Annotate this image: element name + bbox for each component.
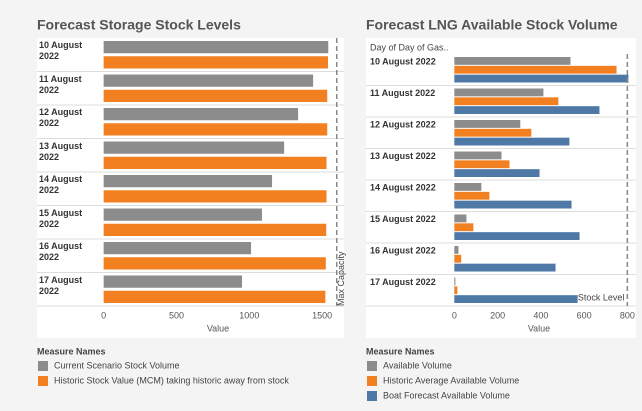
bar [454,295,578,303]
legend-title: Measure Names [37,346,106,356]
x-tick-label: 1000 [239,310,259,320]
bar [103,123,328,136]
panel [37,38,344,338]
bar [103,89,328,102]
row-label: 15 August 2022 [39,207,83,229]
bar [103,290,326,303]
row-label-box: 13 August 2022 [39,140,83,162]
bar [103,141,285,154]
row-label: 17 August 2022 [370,277,436,287]
row-label: 10 August 2022 [39,40,83,61]
bar [103,208,262,221]
row-label-box: 17 August 2022 [39,274,83,296]
bar [454,191,490,200]
bar [454,128,532,137]
row-label-box: 12 August 2022 [39,107,83,128]
legend-swatch [367,376,377,386]
legend-label: Current Scenario Stock Volume [54,360,180,370]
chart-title: Forecast LNG Available Stock Volume [366,17,618,33]
row-label-box: 10 August 2022 [39,40,83,61]
legend-label: Historic Stock Value (MCM) taking histor… [54,375,289,385]
row-label: 13 August 2022 [39,140,83,162]
row-label: 15 August 2022 [370,214,436,224]
row-label-box: 16 August 2022 [39,241,83,262]
bar [454,214,467,223]
bar [454,183,482,191]
x-axis-label: Value [528,323,550,333]
row-label: 10 August 2022 [370,56,436,66]
reference-label: Stock Level [578,292,625,302]
bar [103,175,273,188]
row-label: 11 August 2022 [39,73,82,95]
row-label: 12 August 2022 [370,119,436,129]
row-label: 17 August 2022 [39,274,83,296]
bar [103,74,314,87]
legend-swatch [38,361,48,371]
bar [103,257,326,270]
row-label: 16 August 2022 [370,245,436,255]
bar [103,242,252,255]
legend-title: Measure Names [366,346,435,356]
x-axis-label: Value [207,323,229,333]
bar [454,286,458,295]
row-label-box: 11 August 2022 [39,73,82,95]
legend-swatch [38,376,48,386]
x-tick-label: 0 [101,310,106,320]
x-tick-label: 500 [169,310,184,320]
bar [454,263,556,272]
bar [454,57,571,65]
row-label: 16 August 2022 [39,241,83,262]
bar [454,169,540,177]
x-tick-label: 200 [490,310,505,320]
bar [103,56,328,69]
chart-title: Forecast Storage Stock Levels [37,17,241,33]
bar [454,106,600,114]
row-label-box: 15 August 2022 [39,207,83,229]
bar [454,120,521,128]
row-label: 12 August 2022 [39,107,83,128]
bar [103,41,329,54]
legend-label: Boat Forecast Available Volume [383,390,510,400]
bar [454,74,629,83]
row-label: 14 August 2022 [39,174,83,195]
x-tick-label: 600 [577,310,592,320]
legend-swatch [367,391,377,401]
x-tick-label: 400 [533,310,548,320]
bar [103,108,299,121]
bar [103,156,327,169]
x-tick-label: 1500 [312,310,332,320]
bar [454,200,572,209]
bar [454,254,462,263]
bar [103,223,327,236]
bar [454,151,502,160]
bar [454,65,617,74]
reference-label: Max Capacity [336,251,346,306]
panel [366,38,636,338]
bar [454,88,544,97]
legend-label: Available Volume [383,360,452,370]
bar [103,275,243,288]
bar [454,97,559,106]
bar [454,232,580,240]
legend-swatch [367,361,377,371]
bar [454,160,510,169]
row-label: 13 August 2022 [370,151,436,161]
bar [454,246,459,254]
legend-label: Historic Average Available Volume [383,375,519,385]
row-label-box: 14 August 2022 [39,174,83,195]
x-tick-label: 0 [452,310,457,320]
row-label: 14 August 2022 [370,182,436,192]
x-tick-label: 800 [620,310,635,320]
row-header: Day of Day of Gas.. [370,42,449,52]
bar [454,137,570,146]
bar [103,190,327,203]
bar [454,277,456,286]
bar [454,223,474,232]
row-label: 11 August 2022 [370,88,435,98]
